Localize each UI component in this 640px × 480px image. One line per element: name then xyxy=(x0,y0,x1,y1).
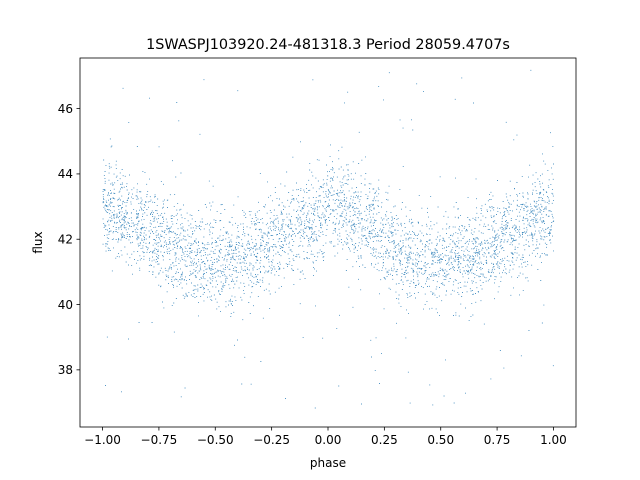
y-tick-label: 44 xyxy=(58,167,73,181)
y-tick-label: 38 xyxy=(58,363,73,377)
y-axis-ticks: 38 40 42 44 46 xyxy=(58,102,80,377)
y-tick-label: 46 xyxy=(58,102,73,116)
plot-area xyxy=(80,58,576,427)
x-tick-label: 0.25 xyxy=(371,433,398,447)
x-tick-label: −0.50 xyxy=(197,433,234,447)
x-axis-label: phase xyxy=(310,456,346,470)
x-tick-label: 0.75 xyxy=(484,433,511,447)
x-tick-label: −0.25 xyxy=(253,433,290,447)
chart-title: 1SWASPJ103920.24-481318.3 Period 28059.4… xyxy=(146,37,510,53)
x-tick-label: −0.75 xyxy=(141,433,178,447)
x-tick-label: −1.00 xyxy=(84,433,121,447)
x-tick-label: 1.00 xyxy=(540,433,567,447)
y-axis-label: flux xyxy=(31,231,45,253)
data-points xyxy=(102,69,555,409)
x-axis-ticks: −1.00 −0.75 −0.50 −0.25 0.00 0.25 0.50 0.75 1.00 xyxy=(84,427,567,447)
y-tick-label: 42 xyxy=(58,233,73,247)
scatter-point xyxy=(102,69,555,409)
y-tick-label: 40 xyxy=(58,298,73,312)
x-tick-label: 0.50 xyxy=(427,433,454,447)
x-tick-label: 0.00 xyxy=(315,433,342,447)
